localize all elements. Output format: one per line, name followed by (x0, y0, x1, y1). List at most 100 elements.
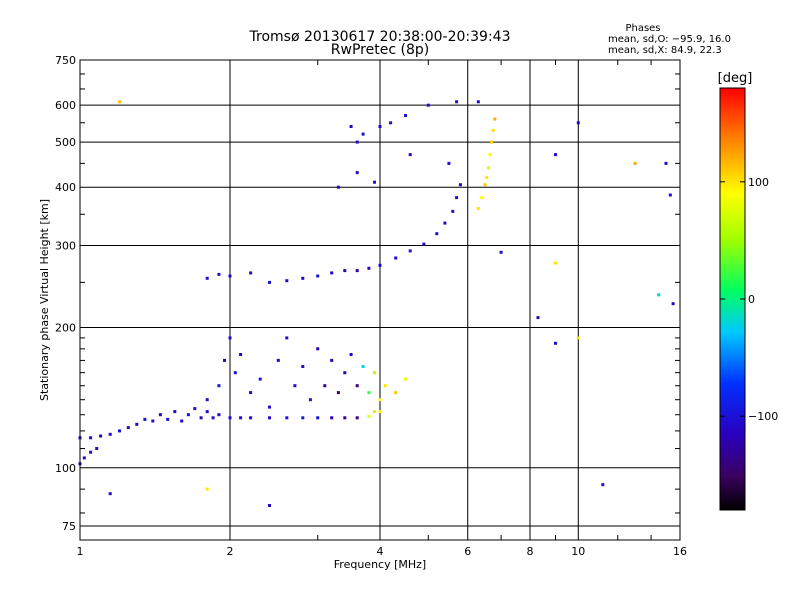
echo-point (173, 410, 177, 414)
echo-point (488, 153, 492, 157)
echo-point (276, 358, 280, 362)
echo-point (343, 371, 347, 375)
y-tick-label: 200 (55, 322, 76, 335)
echo-point (217, 384, 221, 388)
echo-point (343, 269, 347, 273)
echo-point (378, 398, 382, 402)
echo-point (285, 416, 289, 420)
echo-point (491, 128, 495, 132)
echo-point (205, 398, 209, 402)
echo-point (135, 422, 139, 426)
y-tick-label: 500 (55, 136, 76, 149)
echo-point (404, 114, 407, 117)
echo-point (476, 207, 480, 211)
echo-point (383, 384, 387, 388)
echo-point (316, 274, 320, 278)
phases-o-stats: mean, sd,O: −95.9, 16.0 (608, 34, 731, 45)
echo-point (554, 153, 557, 157)
y-tick-label: 100 (55, 462, 76, 475)
echo-point (330, 271, 334, 275)
echo-point (99, 434, 103, 438)
echo-point (657, 293, 661, 297)
echo-point (193, 407, 197, 411)
echo-point (233, 371, 237, 375)
echo-point (443, 221, 447, 225)
echo-point (228, 336, 232, 340)
echo-point (258, 377, 262, 381)
echo-point (355, 416, 359, 420)
echo-point (166, 417, 170, 421)
echo-point (455, 196, 459, 200)
echo-point (536, 316, 540, 320)
echo-point (378, 410, 382, 414)
echo-point (301, 365, 305, 368)
echo-point (228, 274, 232, 278)
echo-point (82, 456, 86, 460)
x-tick-label: 8 (527, 545, 534, 558)
colorbar-label: [deg] (718, 71, 753, 86)
echo-point (378, 263, 382, 267)
x-tick-label: 4 (377, 545, 384, 558)
y-tick-label: 600 (55, 99, 76, 112)
echo-point (158, 413, 162, 417)
echo-point (355, 171, 359, 175)
echo-point (330, 358, 334, 362)
echo-point (268, 405, 271, 409)
echo-point (268, 280, 271, 284)
echo-point (205, 276, 209, 280)
phases-heading: Phases (625, 23, 660, 34)
echo-point (118, 100, 121, 104)
echo-point (108, 432, 112, 436)
echo-point (268, 504, 271, 507)
echo-point (485, 175, 489, 179)
echo-point (249, 416, 253, 420)
echo-point (576, 336, 580, 340)
echo-point (499, 250, 503, 254)
echo-point (422, 242, 426, 246)
echo-point (480, 196, 484, 200)
echo-point (554, 261, 557, 265)
echo-point (349, 125, 353, 128)
echo-point (394, 256, 398, 260)
colorbar-tick-label: 0 (748, 293, 755, 306)
echo-point (285, 336, 289, 340)
echo-point (349, 353, 353, 356)
echo-point (601, 483, 605, 487)
echo-point (483, 183, 487, 187)
x-tick-label: 6 (464, 545, 471, 558)
x-axis: 1 2 4 6 8 10 16 (77, 60, 687, 558)
echo-points (78, 100, 675, 507)
echo-point (355, 384, 359, 388)
echo-point (367, 414, 371, 418)
echo-point (239, 416, 243, 420)
echo-point (451, 209, 455, 213)
colorbar-ticks: 100 0 −100 (720, 176, 778, 423)
echo-point (355, 269, 359, 273)
echo-point (217, 272, 221, 276)
echo-point (355, 140, 359, 144)
echo-point (426, 103, 430, 107)
colorbar-tick-label: 100 (748, 176, 769, 189)
x-tick-label: 10 (571, 545, 585, 558)
x-tick-label: 2 (227, 545, 234, 558)
y-tick-label: 400 (55, 181, 76, 194)
echo-point (293, 384, 297, 388)
echo-point (435, 232, 439, 236)
echo-point (316, 347, 320, 351)
echo-point (118, 429, 121, 433)
echo-point (408, 153, 412, 157)
echo-point (671, 302, 675, 306)
plot-frame (79, 59, 681, 541)
y-axis: 75 100 200 300 400 500 600 750 (55, 54, 680, 533)
echo-point (89, 436, 93, 440)
echo-point (664, 161, 668, 165)
echo-point (330, 416, 334, 420)
echo-point (576, 121, 580, 125)
echo-point (143, 417, 147, 421)
y-axis-label: Stationary phase Virtual Height [km] (38, 199, 51, 401)
echo-point (186, 413, 190, 417)
echo-point (373, 371, 376, 375)
echo-point (408, 249, 412, 253)
echo-point (301, 416, 305, 420)
echo-point (361, 365, 365, 368)
